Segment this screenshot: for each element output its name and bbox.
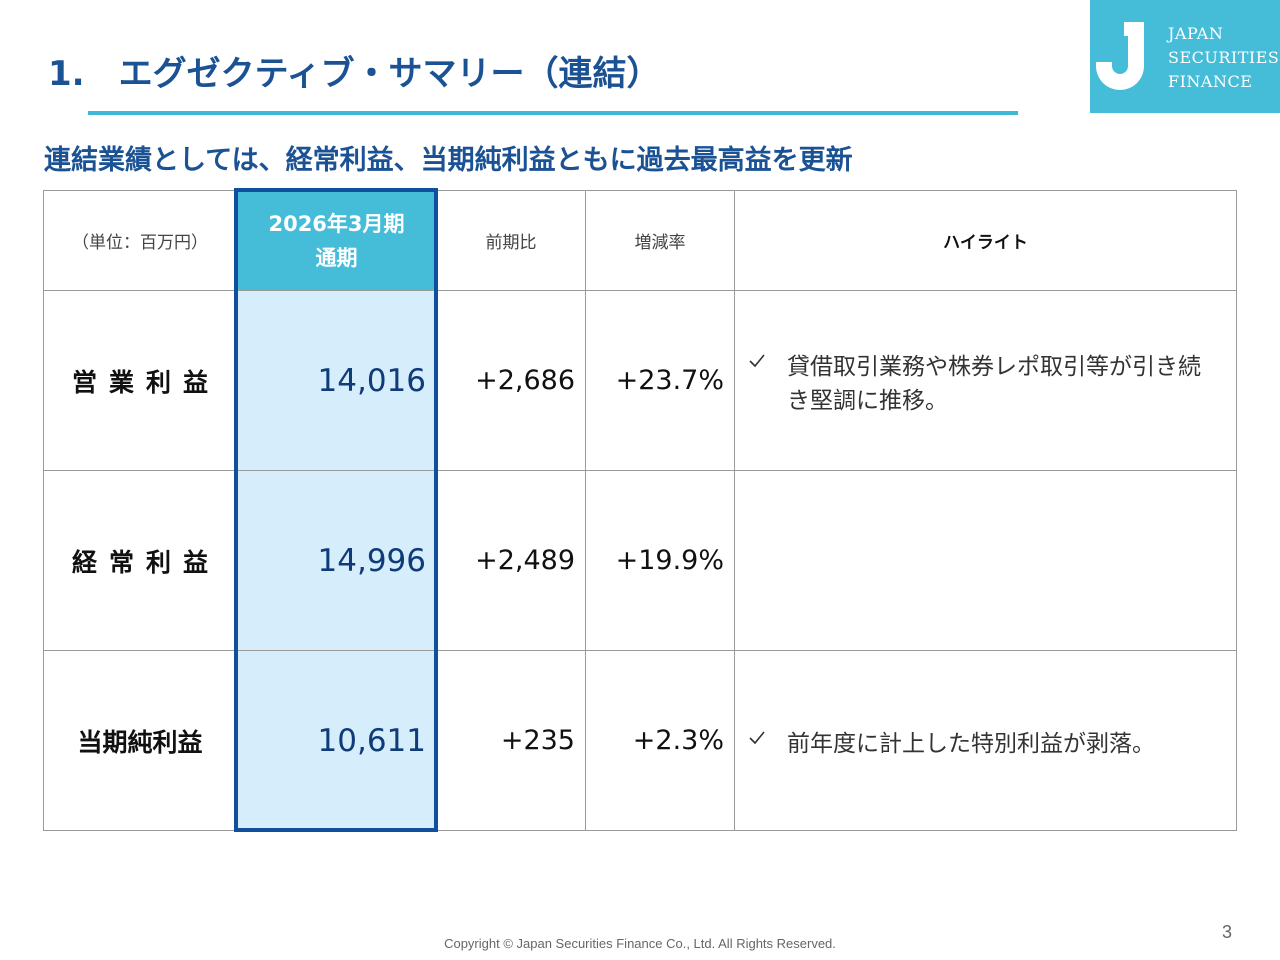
change-cell: +2,489	[436, 470, 586, 651]
header-cell: 増減率	[585, 190, 735, 291]
value-cell: 14,016	[236, 290, 437, 471]
row: 当期純利益 10,611 +235 +2.3% 前年度に計上した特別利益が剥落。	[43, 650, 1237, 831]
subtitle: 連結業績としては、経常利益、当期純利益ともに過去最高益を更新	[44, 145, 853, 176]
row: 経常利益 14,996 +2,489 +19.9%	[43, 470, 1237, 651]
copyright: Copyright © Japan Securities Finance Co.…	[444, 936, 836, 951]
row-label: 経常利益	[43, 470, 237, 651]
header-cell: 前期比	[436, 190, 586, 291]
check-icon	[749, 730, 765, 744]
highlight-cell: 前年度に計上した特別利益が剥落。	[734, 650, 1237, 831]
focus-frame	[234, 188, 438, 832]
logo-text: SECURITIES	[1168, 48, 1280, 67]
check-icon	[749, 353, 765, 367]
header-row: （単位：百万円） 2026年3月期 通期 前期比 増減率 ハイライト	[43, 190, 1237, 291]
header-line: 2026年3月期	[268, 211, 405, 236]
highlight-text: 前年度に計上した特別利益が剥落。	[787, 730, 1155, 757]
change-cell: +2,686	[436, 290, 586, 471]
header-line: 通期	[315, 245, 358, 270]
row-label: 当期純利益	[43, 650, 237, 831]
change-cell: +235	[436, 650, 586, 831]
header-cell: （単位：百万円）	[43, 190, 237, 291]
logo-mark	[1096, 22, 1144, 90]
logo-text: FINANCE	[1168, 72, 1253, 91]
rate-cell: +19.9%	[585, 470, 735, 651]
logo-text: JAPAN	[1168, 24, 1224, 43]
title-rule	[88, 111, 1018, 115]
rate-cell: +23.7%	[585, 290, 735, 471]
highlight-text: 貸借取引業務や株券レポ取引等が引き続き堅調に推移。	[787, 353, 1201, 414]
title: 1. エグゼクティブ・サマリー（連結）	[48, 54, 661, 94]
highlight-cell	[734, 470, 1237, 651]
row-label: 営業利益	[43, 290, 237, 471]
row: 営業利益 14,016 +2,686 +23.7% 貸借取引業務や株券レポ取引等…	[43, 290, 1237, 471]
highlight-cell: 貸借取引業務や株券レポ取引等が引き続き堅調に推移。	[734, 290, 1237, 471]
header-cell: ハイライト	[734, 190, 1237, 291]
results-table: （単位：百万円） 2026年3月期 通期 前期比 増減率 ハイライト 営業利益 1…	[43, 190, 1237, 831]
header-cell: 2026年3月期 通期	[236, 190, 437, 291]
rate-cell: +2.3%	[585, 650, 735, 831]
logo: JAPAN SECURITIES FINANCE	[1090, 0, 1280, 113]
value-cell: 14,996	[236, 470, 437, 651]
page-number: 3	[1222, 922, 1233, 942]
